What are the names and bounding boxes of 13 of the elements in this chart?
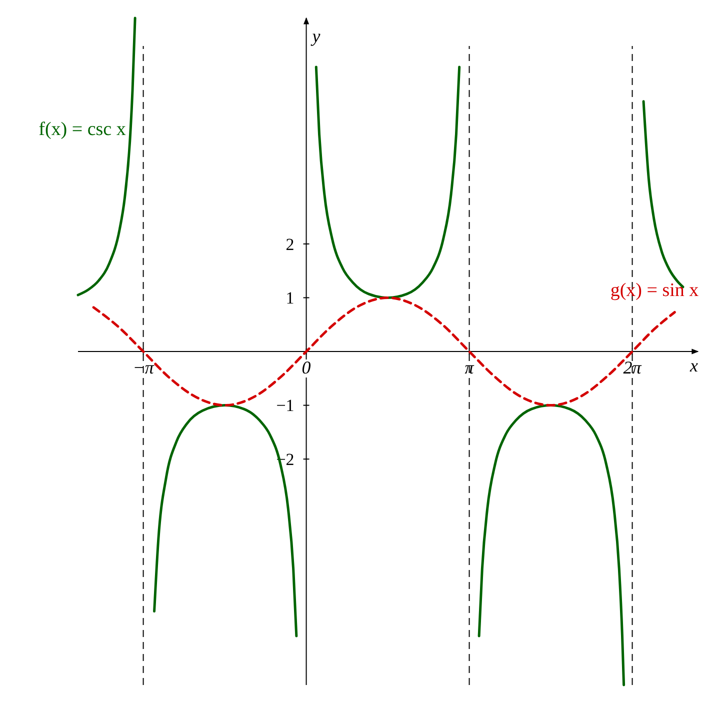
line-series xyxy=(478,404,626,686)
x-tick-label: −π xyxy=(132,358,155,378)
x-tick-label: 2π xyxy=(623,358,642,378)
annotation: f(x) = csc x xyxy=(38,119,126,140)
y-tick-label: 1 xyxy=(286,288,294,308)
y-tick-label: −1 xyxy=(276,396,294,416)
annotation: g(x) = sin x xyxy=(610,280,700,302)
x-tick-label: π xyxy=(464,358,475,378)
y-tick-label: 2 xyxy=(286,234,294,254)
x-axis-title: x xyxy=(689,356,698,376)
y-axis-title: y xyxy=(310,26,320,46)
line-series xyxy=(314,66,461,299)
x-tick-label: 0 xyxy=(302,358,311,378)
